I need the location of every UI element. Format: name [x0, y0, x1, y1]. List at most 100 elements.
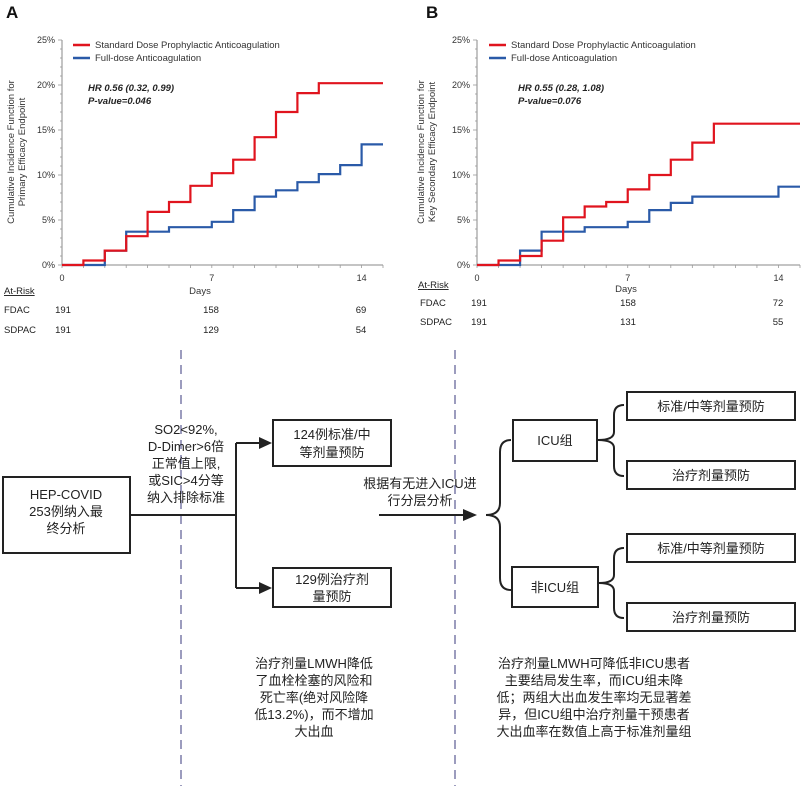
at-risk-value: 131 [620, 317, 636, 328]
y-tick-label: 15% [37, 125, 55, 135]
conclusion-line: 死亡率(绝对风险降 [260, 690, 368, 705]
arrowhead-icon [259, 437, 272, 449]
brace-main [485, 439, 512, 591]
at-risk-value: 72 [773, 298, 784, 309]
at-risk-value: 191 [471, 317, 487, 328]
at-risk-row-label-a-sdpac: SDPAC [4, 325, 36, 336]
at-risk-value: 191 [471, 298, 487, 309]
legend-label-red-a: Standard Dose Prophylactic Anticoagulati… [95, 40, 280, 51]
at-risk-value: 129 [203, 325, 219, 336]
at-risk-value: 158 [620, 298, 636, 309]
y-tick-label: 15% [452, 125, 470, 135]
standard-dose-group-line2: 等剂量预防 [299, 445, 364, 460]
y-axis-title-b-line1: Cumulative Incidence Function for [416, 80, 427, 224]
therapeutic-dose-group-line1: 129例治疗剂 [295, 572, 369, 587]
y-tick-label: 0% [457, 260, 470, 270]
legend-label-red-b: Standard Dose Prophylactic Anticoagulati… [511, 40, 696, 51]
criteria-line: D-Dimer>6倍 [148, 439, 224, 454]
at-risk-value: 54 [356, 325, 367, 336]
non-icu-box [511, 566, 599, 608]
conclusion-line: 大出血 [294, 724, 333, 739]
series-line-standard-dose [62, 82, 383, 267]
icu-box [512, 419, 598, 462]
y-tick-label: 20% [37, 80, 55, 90]
hr-annotation-b: HR 0.55 (0.28, 1.08) [518, 83, 604, 94]
conclusion-right: 治疗剂量LMWH可降低非ICU患者 主要结局发生率，而ICU组未降 低；两组大出… [496, 656, 691, 739]
hr-annotation-a: HR 0.56 (0.32, 0.99) [88, 83, 174, 94]
series-line-full-dose [62, 143, 383, 267]
y-tick-label: 20% [452, 80, 470, 90]
icu-therapeutic-label: 治疗剂量预防 [672, 468, 750, 483]
flowchart: HEP-COVID 253例纳入最 终分析 SO2<92%, D-Dimer>6… [2, 350, 796, 786]
panel-label-a: A [6, 3, 18, 22]
chart-a: A Cumulative Incidence Function for Prim… [4, 3, 384, 336]
conclusion-line: 异，但ICU组中治疗剂量干预患者 [498, 707, 689, 722]
y-tick-label: 25% [37, 35, 55, 45]
conclusion-line: 主要结局发生率，而ICU组未降 [505, 673, 683, 688]
legend-label-blue-a: Full-dose Anticoagulation [95, 53, 201, 64]
at-risk-header-a: At-Risk [4, 286, 35, 297]
x-axis-title-a: Days [189, 286, 211, 297]
therapeutic-dose-group-line2: 量预防 [312, 589, 351, 604]
y-tick-label: 5% [42, 215, 55, 225]
y-tick-label: 0% [42, 260, 55, 270]
criteria-text: SO2<92%, D-Dimer>6倍 正常值上限, 或SIC>4分等 纳入排除… [147, 422, 225, 505]
criteria-line: 或SIC>4分等 [148, 473, 224, 488]
non-icu-box-label: 非ICU组 [531, 580, 579, 595]
x-tick-label: 14 [773, 273, 783, 283]
criteria-line: 正常值上限, [152, 456, 221, 471]
therapeutic-dose-group-box [272, 567, 392, 608]
series-line-full-dose [477, 185, 800, 267]
x-tick-label: 0 [59, 273, 64, 283]
conclusion-line: 了血栓栓塞的风险和 [255, 673, 372, 688]
icu-therapeutic-box [626, 460, 796, 490]
y-tick-label: 10% [452, 170, 470, 180]
start-box [2, 476, 131, 554]
at-risk-value: 191 [55, 325, 71, 336]
criteria-line: SO2<92%, [154, 422, 217, 437]
legend-label-blue-b: Full-dose Anticoagulation [511, 53, 617, 64]
non-icu-standard-box [626, 533, 796, 563]
conclusion-line: 大出血率在数值上高于标准剂量组 [496, 724, 691, 739]
stratify-label-line2: 行分层分析 [387, 493, 452, 508]
non-icu-therapeutic-box [626, 602, 796, 632]
series-line-standard-dose [477, 122, 800, 267]
chart-b: B Cumulative Incidence Function for Key … [416, 3, 801, 328]
split-connector [130, 442, 262, 589]
start-box-line1: HEP-COVID [30, 487, 102, 502]
non-icu-therapeutic-label: 治疗剂量预防 [672, 610, 750, 625]
stratify-label-line1: 根据有无进入ICU进 [363, 476, 476, 491]
standard-dose-group-line1: 124例标准/中 [293, 427, 370, 442]
y-tick-label: 5% [457, 215, 470, 225]
x-axis-title-b: Days [615, 284, 637, 295]
icu-standard-box [626, 391, 796, 421]
p-value-annotation-b: P-value=0.076 [518, 96, 582, 107]
panel-label-b: B [426, 3, 438, 22]
arrowhead-icon [259, 582, 272, 594]
p-value-annotation-a: P-value=0.046 [88, 96, 152, 107]
at-risk-value: 69 [356, 305, 367, 316]
start-box-line3: 终分析 [46, 521, 85, 536]
x-tick-label: 7 [625, 273, 630, 283]
at-risk-value: 55 [773, 317, 784, 328]
y-axis-title-a-line1: Cumulative Incidence Function for [6, 80, 17, 224]
icu-standard-label: 标准/中等剂量预防 [657, 399, 765, 414]
conclusion-left: 治疗剂量LMWH降低 了血栓栓塞的风险和 死亡率(绝对风险降 低13.2%)，而… [254, 656, 373, 739]
conclusion-line: 低；两组大出血发生率均无显著差 [496, 690, 691, 706]
arrowhead-icon [463, 509, 477, 521]
at-risk-value: 158 [203, 305, 219, 316]
at-risk-row-label-a-fdac: FDAC [4, 305, 30, 316]
y-tick-label: 10% [37, 170, 55, 180]
brace-non-icu [598, 547, 625, 619]
at-risk-row-label-b-fdac: FDAC [420, 298, 446, 309]
start-box-line2: 253例纳入最 [29, 504, 103, 519]
criteria-line: 纳入排除标准 [147, 490, 225, 505]
brace-icu [597, 404, 625, 477]
icu-box-label: ICU组 [537, 433, 572, 448]
x-tick-label: 14 [357, 273, 367, 283]
at-risk-row-label-b-sdpac: SDPAC [420, 317, 452, 328]
y-axis-title-a-line2: Primary Efficacy Endpoint [17, 97, 28, 206]
at-risk-value: 191 [55, 305, 71, 316]
standard-dose-group-box [272, 419, 392, 467]
